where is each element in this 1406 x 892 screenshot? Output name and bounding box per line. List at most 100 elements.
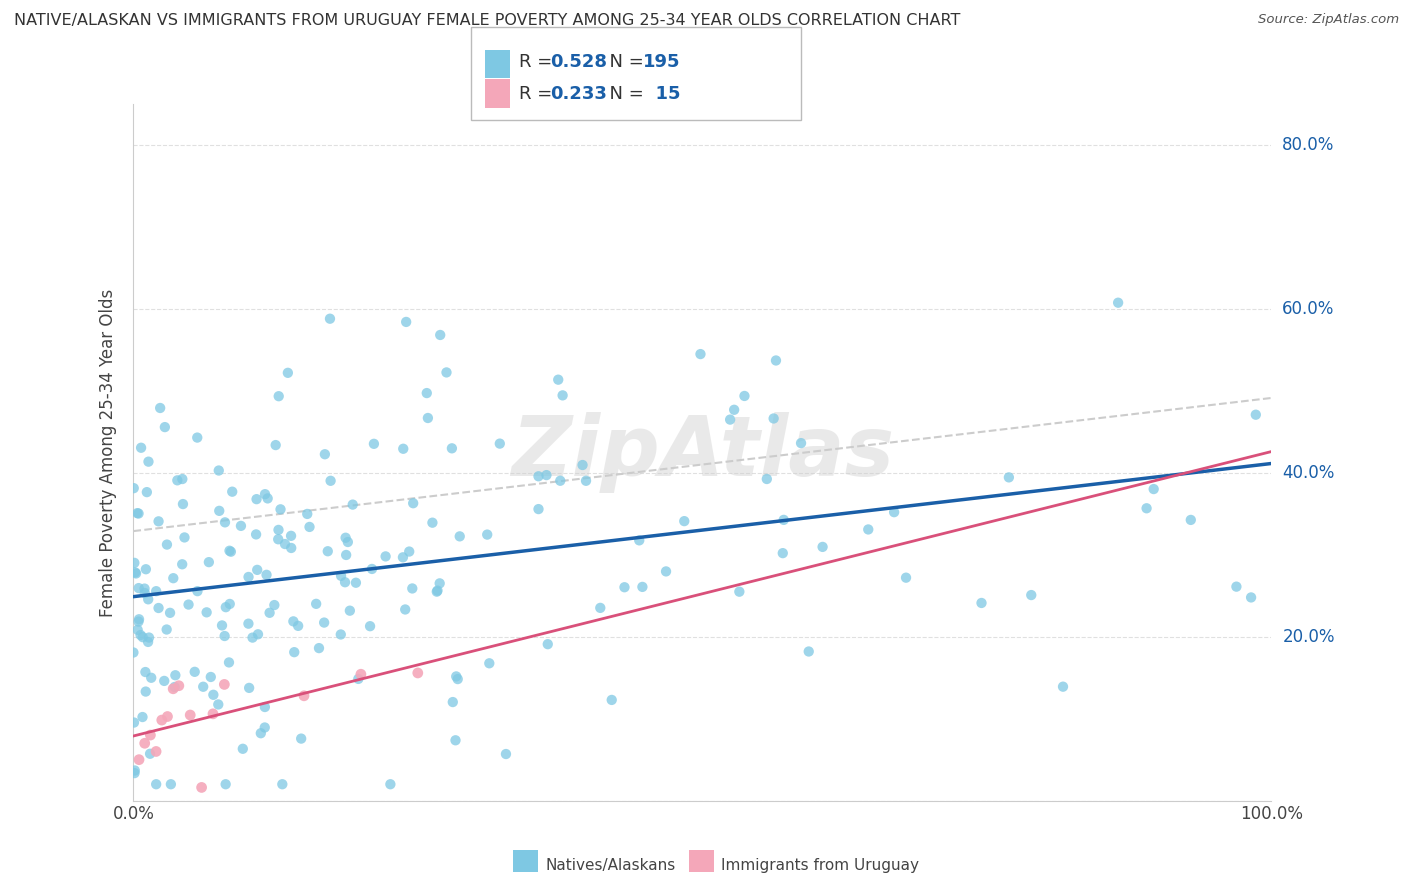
Point xyxy=(186,431,208,445)
Point xyxy=(297,507,319,521)
Point xyxy=(193,680,215,694)
Point xyxy=(221,484,243,499)
Point xyxy=(165,668,187,682)
Point xyxy=(134,665,156,679)
Point xyxy=(728,584,751,599)
Text: 195: 195 xyxy=(643,54,681,71)
Point xyxy=(129,441,152,455)
Point xyxy=(298,520,321,534)
Point xyxy=(527,502,550,516)
Point xyxy=(1052,680,1074,694)
Text: 20.0%: 20.0% xyxy=(1282,628,1334,646)
Point xyxy=(127,506,149,520)
Point xyxy=(548,474,571,488)
Point xyxy=(153,673,176,688)
Point xyxy=(267,533,290,547)
Point xyxy=(551,388,574,402)
Point xyxy=(292,689,315,703)
Point xyxy=(444,733,467,747)
Point xyxy=(134,586,156,600)
Point xyxy=(305,597,328,611)
Point xyxy=(1143,482,1166,496)
Point xyxy=(245,492,267,507)
Point xyxy=(238,570,260,584)
Point xyxy=(1240,591,1263,605)
Point xyxy=(336,535,359,549)
Point xyxy=(208,504,231,518)
Point xyxy=(179,708,201,723)
Point xyxy=(772,513,794,527)
Point xyxy=(402,496,425,510)
Point xyxy=(537,637,560,651)
Point xyxy=(333,575,356,590)
Text: 40.0%: 40.0% xyxy=(1282,464,1334,482)
Point xyxy=(858,523,880,537)
Point xyxy=(536,468,558,483)
Point xyxy=(589,600,612,615)
Point xyxy=(200,670,222,684)
Text: 0.528: 0.528 xyxy=(550,54,607,71)
Text: Immigrants from Uruguay: Immigrants from Uruguay xyxy=(721,858,920,872)
Point xyxy=(156,709,179,723)
Point xyxy=(267,389,290,403)
Point xyxy=(128,612,150,626)
Point xyxy=(166,473,188,487)
Point xyxy=(163,680,186,694)
Point xyxy=(229,519,252,533)
Point xyxy=(124,764,146,778)
Point xyxy=(264,438,287,452)
Point xyxy=(613,580,636,594)
Point xyxy=(998,470,1021,484)
Point xyxy=(447,672,470,686)
Point xyxy=(218,543,240,558)
Point xyxy=(172,472,194,486)
Point xyxy=(129,628,152,642)
Point xyxy=(267,523,290,537)
Point xyxy=(253,700,276,714)
Point xyxy=(527,469,550,483)
Point xyxy=(141,671,163,685)
Point xyxy=(440,442,463,456)
Point xyxy=(215,600,238,615)
Point xyxy=(883,505,905,519)
Point xyxy=(156,623,179,637)
Point xyxy=(392,442,415,456)
Point xyxy=(245,527,267,541)
Point xyxy=(1135,501,1157,516)
Point xyxy=(214,777,236,791)
Point xyxy=(183,665,205,679)
Point xyxy=(218,597,240,611)
Point xyxy=(772,546,794,560)
Point xyxy=(138,455,160,469)
Point xyxy=(173,531,195,545)
Point xyxy=(214,629,236,643)
Point xyxy=(124,566,146,580)
Point xyxy=(263,598,285,612)
Point xyxy=(148,514,170,528)
Text: R =: R = xyxy=(519,54,558,71)
Point xyxy=(162,681,184,696)
Point xyxy=(339,604,361,618)
Point xyxy=(247,627,270,641)
Text: 15: 15 xyxy=(643,85,681,103)
Point xyxy=(308,641,330,656)
Point xyxy=(416,386,439,401)
Point xyxy=(422,516,444,530)
Point xyxy=(488,436,510,450)
Point xyxy=(733,389,755,403)
Point xyxy=(398,544,420,558)
Point xyxy=(628,533,651,548)
Point xyxy=(207,698,229,712)
Point xyxy=(600,693,623,707)
Point xyxy=(218,656,240,670)
Point xyxy=(429,328,451,343)
Point xyxy=(271,777,294,791)
Point xyxy=(374,549,396,564)
Point xyxy=(1107,295,1129,310)
Point xyxy=(201,706,224,721)
Point xyxy=(219,545,242,559)
Point xyxy=(124,766,146,780)
Point xyxy=(811,540,834,554)
Point xyxy=(256,491,278,506)
Point xyxy=(145,584,167,599)
